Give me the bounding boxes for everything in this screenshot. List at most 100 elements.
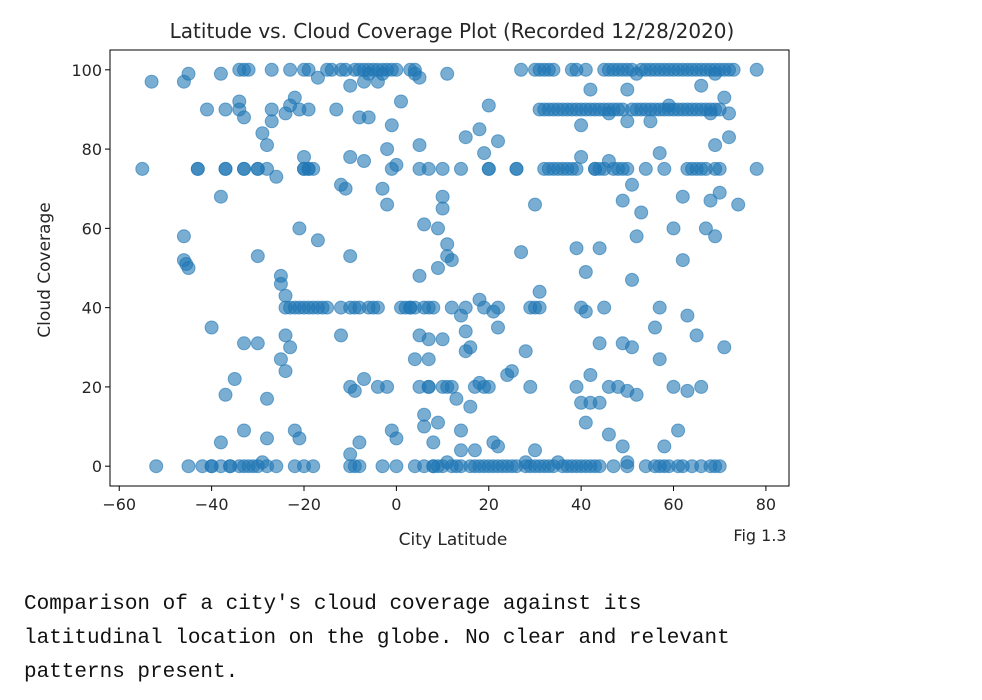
data-point <box>273 352 288 367</box>
data-point <box>250 249 265 264</box>
data-point <box>264 114 279 129</box>
data-point <box>431 261 445 275</box>
data-point <box>615 439 630 454</box>
data-point <box>334 328 348 343</box>
data-point <box>357 372 371 386</box>
data-point <box>625 340 639 355</box>
data-point <box>583 82 598 97</box>
data-point <box>352 300 367 315</box>
data-point <box>343 447 358 462</box>
data-point <box>449 391 464 406</box>
data-point <box>394 94 408 109</box>
data-point <box>597 300 612 315</box>
data-point <box>190 161 205 176</box>
data-point <box>574 118 589 133</box>
data-point <box>237 62 251 77</box>
data-point <box>569 62 584 77</box>
data-point <box>292 221 307 236</box>
data-point <box>574 150 589 164</box>
data-point <box>306 161 321 176</box>
data-point <box>417 407 432 422</box>
data-point <box>135 161 150 176</box>
x-tick-label: 40 <box>571 495 591 514</box>
data-point <box>260 138 274 153</box>
x-tick-label: 60 <box>663 495 683 514</box>
data-point <box>421 352 436 367</box>
data-point <box>407 66 422 81</box>
data-point <box>541 102 556 117</box>
data-point <box>380 197 395 212</box>
data-point <box>467 443 482 458</box>
data-point <box>213 189 228 204</box>
data-point <box>237 423 251 438</box>
data-point <box>435 161 450 176</box>
x-tick-label: −60 <box>102 495 136 514</box>
data-point <box>292 431 307 446</box>
data-point <box>218 161 233 176</box>
data-point <box>708 138 723 153</box>
data-point <box>652 300 667 315</box>
data-point <box>361 110 376 125</box>
data-point <box>329 102 344 117</box>
data-point <box>615 193 630 208</box>
data-point <box>454 161 468 176</box>
data-point <box>648 320 662 335</box>
data-point <box>514 62 529 77</box>
data-point <box>657 161 672 176</box>
data-point <box>708 229 723 244</box>
data-point <box>625 62 639 77</box>
data-point <box>237 110 251 125</box>
data-point <box>629 229 644 244</box>
data-point <box>666 221 681 236</box>
data-point <box>213 435 228 450</box>
data-point <box>722 106 736 121</box>
figure-caption: Comparison of a city's cloud coverage ag… <box>24 593 730 684</box>
data-point <box>712 161 727 176</box>
data-point <box>412 268 427 283</box>
data-point <box>417 419 432 434</box>
data-point <box>283 340 298 355</box>
data-point <box>620 82 635 97</box>
data-point <box>569 161 584 176</box>
data-point <box>458 130 473 145</box>
data-point <box>625 272 639 287</box>
data-point <box>347 383 362 398</box>
data-point <box>440 379 455 394</box>
y-tick-label: 40 <box>82 299 102 318</box>
data-point <box>620 459 635 474</box>
data-point <box>412 161 427 176</box>
data-point <box>218 387 233 402</box>
data-point <box>546 62 561 77</box>
data-point <box>463 340 478 355</box>
data-point <box>597 161 612 176</box>
data-point <box>694 78 709 93</box>
data-point <box>675 189 690 204</box>
data-point <box>343 249 358 264</box>
data-point <box>384 118 399 133</box>
data-point <box>435 332 450 347</box>
data-point <box>675 253 690 268</box>
data-point <box>389 459 404 474</box>
data-point <box>176 229 191 244</box>
data-point <box>357 154 371 168</box>
data-point <box>625 177 639 192</box>
data-point <box>370 300 385 315</box>
data-point <box>698 161 713 176</box>
data-point <box>352 435 367 450</box>
data-point <box>528 197 542 212</box>
data-point <box>592 336 607 351</box>
data-point <box>722 130 736 145</box>
x-tick-label: 80 <box>756 495 776 514</box>
data-point <box>694 379 709 394</box>
data-point <box>431 415 445 430</box>
data-point <box>689 328 704 343</box>
data-point <box>149 459 164 474</box>
data-point <box>518 344 533 359</box>
data-point <box>343 78 358 93</box>
data-point <box>629 387 644 402</box>
data-point <box>264 102 279 117</box>
data-point <box>592 459 607 474</box>
data-point <box>569 379 584 394</box>
figure-label: Fig 1.3 <box>733 526 786 545</box>
data-point <box>389 157 404 172</box>
